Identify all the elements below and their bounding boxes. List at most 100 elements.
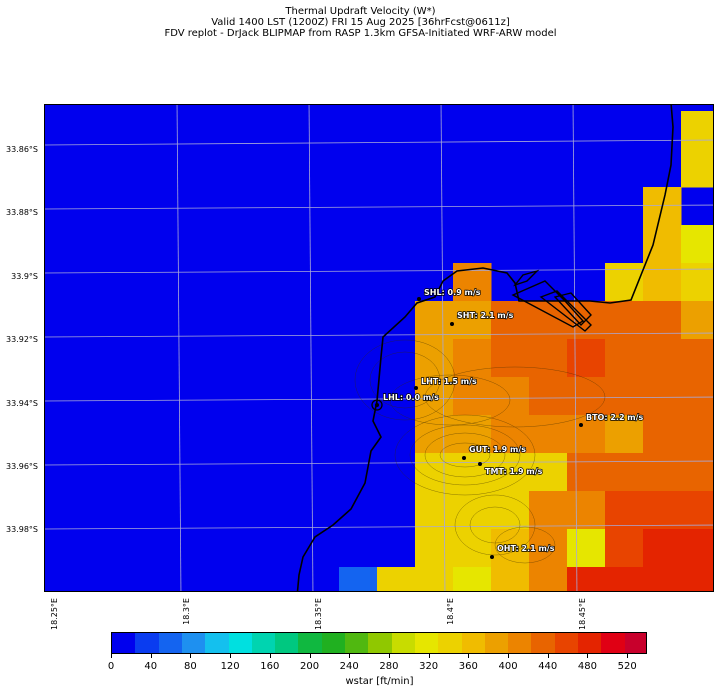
colorbar-tick-mark (508, 654, 510, 658)
wstar-cell (681, 415, 713, 454)
colorbar-tick-label: 200 (299, 661, 320, 672)
colorbar-tick-mark (230, 654, 232, 658)
wstar-cell (415, 453, 454, 492)
station-marker (417, 297, 421, 301)
wstar-cell (605, 301, 644, 340)
wstar-cell (453, 529, 492, 568)
station-ring (371, 399, 383, 411)
colorbar-swatch (508, 633, 533, 653)
colorbar-tick-label: 0 (107, 661, 115, 672)
wstar-cell (529, 491, 568, 530)
wstar-cell (415, 301, 454, 340)
colorbar-tick-mark (150, 654, 152, 658)
colorbar-swatch (461, 633, 486, 653)
wstar-cell (643, 529, 682, 568)
wstar-cell (453, 491, 492, 530)
colorbar-tick-label: 160 (260, 661, 280, 672)
colorbar-tick-mark (111, 654, 112, 658)
thermal-map[interactable]: SHL: 0.9 m/s SHT: 2.1 m/s LHT: 1.5 m/s LHL:… (44, 104, 714, 592)
longitude-line (308, 105, 314, 591)
wstar-cell (567, 415, 606, 454)
colorbar-swatch (112, 633, 136, 653)
colorbar-tick-label: 400 (498, 661, 518, 672)
wstar-cell (377, 567, 416, 591)
lon-label: 18.35°E (314, 598, 323, 630)
latitude-line (45, 139, 713, 146)
colorbar-swatch (368, 633, 393, 653)
lat-label: 33.92°S (6, 335, 38, 344)
wstar-cell (681, 377, 713, 416)
wstar-cell (605, 339, 644, 378)
wstar-cell (453, 377, 492, 416)
colorbar-swatch (414, 633, 439, 653)
latitude-line (45, 460, 713, 466)
station-label: SHL: 0.9 m/s (424, 288, 481, 297)
station-label: LHT: 1.5 m/s (421, 377, 477, 386)
colorbar (111, 632, 647, 654)
wstar-cell (681, 567, 713, 591)
latitude-line (45, 524, 713, 530)
lon-label: 18.25°E (50, 598, 59, 630)
colorbar-tick-mark (428, 654, 430, 658)
wstar-cell (453, 567, 492, 591)
colorbar-tick-mark (349, 654, 351, 658)
wstar-cell (643, 453, 682, 492)
colorbar-swatch (181, 633, 206, 653)
lat-label: 33.86°S (6, 145, 38, 154)
colorbar-swatch (601, 633, 626, 653)
longitude-line (440, 105, 446, 591)
colorbar-tick-label: 320 (419, 661, 439, 672)
wstar-cell (681, 529, 713, 568)
wstar-cell (681, 339, 713, 378)
wstar-cell (529, 339, 568, 378)
colorbar-swatch (391, 633, 416, 653)
colorbar-tick-mark (547, 654, 549, 658)
wstar-cell (567, 339, 606, 378)
colorbar-swatch (345, 633, 369, 653)
wstar-cell (415, 491, 454, 530)
wstar-cell (491, 491, 530, 530)
wstar-cell (643, 339, 682, 378)
wstar-cell (339, 567, 378, 591)
lat-label: 33.88°S (6, 208, 38, 217)
lon-label: 18.3°E (182, 598, 191, 625)
wstar-cell (453, 339, 492, 378)
colorbar-swatch (321, 633, 346, 653)
latitude-line (45, 204, 713, 210)
wstar-cell (681, 111, 713, 150)
colorbar-tick-mark (388, 654, 390, 658)
latitude-line (45, 396, 713, 402)
station-marker (478, 462, 482, 466)
colorbar-tick-label: 240 (339, 661, 359, 672)
wstar-cell (491, 567, 530, 591)
map-canvas: SHL: 0.9 m/s SHT: 2.1 m/s LHT: 1.5 m/s LHL:… (45, 105, 713, 591)
wstar-cell (681, 301, 713, 340)
station-marker (414, 386, 418, 390)
wstar-cell (415, 415, 454, 454)
coastline (296, 105, 674, 591)
wstar-cell (681, 453, 713, 492)
wstar-cell (567, 453, 606, 492)
wstar-cell (605, 567, 644, 591)
terrain-contours (354, 339, 606, 564)
wstar-cell (567, 567, 606, 591)
wstar-cell (643, 491, 682, 530)
wstar-cell (643, 377, 682, 416)
station-label: GUT: 1.9 m/s (469, 445, 526, 454)
colorbar-swatch (275, 633, 300, 653)
lat-label: 33.9°S (11, 272, 38, 281)
colorbar-tick-mark (269, 654, 271, 658)
wstar-cell (529, 453, 568, 492)
colorbar-swatch (484, 633, 509, 653)
colorbar-swatch (531, 633, 556, 653)
latitude-line (45, 268, 713, 274)
wstar-cell (681, 491, 713, 530)
lon-label: 18.45°E (578, 598, 587, 630)
wstar-cell (605, 529, 644, 568)
wstar-cell (415, 529, 454, 568)
colorbar-tick-label: 480 (577, 661, 597, 672)
colorbar-swatch (205, 633, 230, 653)
wstar-cell (681, 149, 713, 188)
colorbar-tick-label: 280 (379, 661, 399, 672)
colorbar-tick-label: 360 (458, 661, 478, 672)
